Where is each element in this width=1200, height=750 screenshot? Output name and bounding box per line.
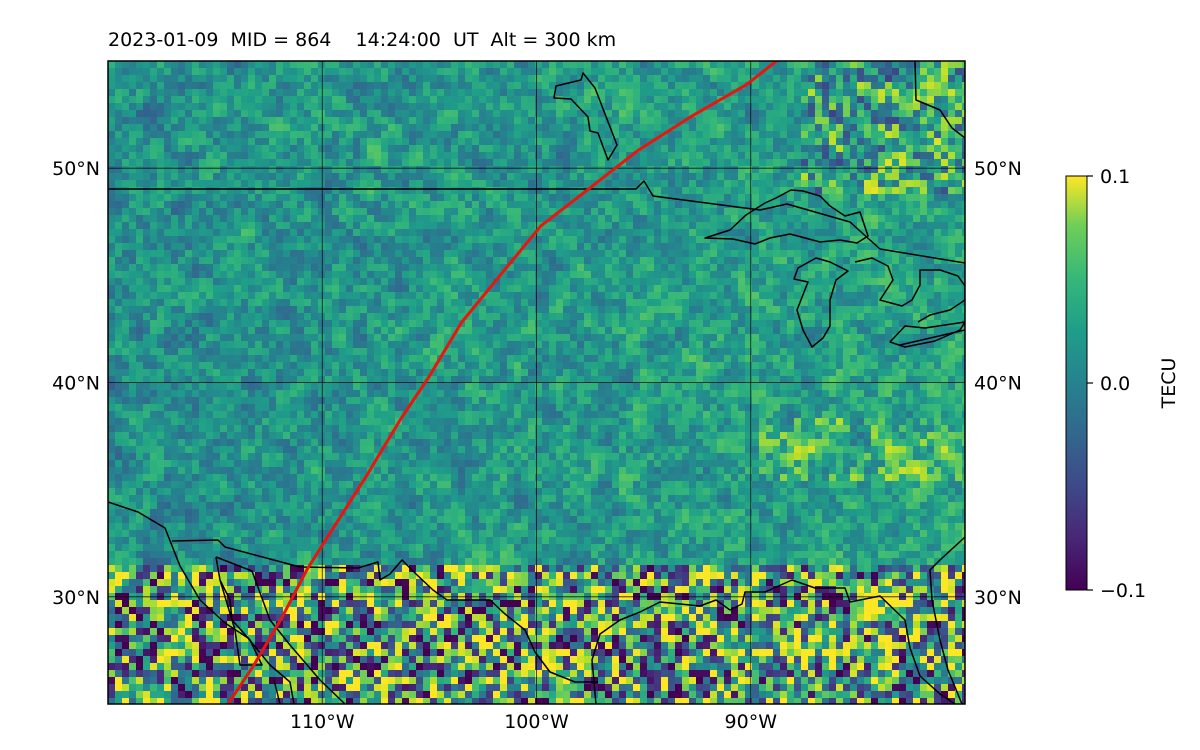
lake-winnipeg: [553, 72, 618, 161]
atlantic-coast: [929, 536, 965, 704]
lat-tick-label-right: 30°N: [974, 587, 1022, 609]
lake-huron: [854, 257, 965, 323]
map-title: 2023-01-09 MID = 864 14:24:00 UT Alt = 3…: [108, 29, 617, 51]
colorbar-tick-label: 0.1: [1100, 166, 1130, 188]
hudson-bay-coast: [914, 61, 965, 139]
satellite-track: [226, 61, 778, 704]
colorbar-tick-label: −0.1: [1100, 580, 1146, 602]
lat-tick-label-left: 40°N: [52, 373, 100, 395]
lon-tick-label: 90°W: [725, 711, 778, 733]
lat-tick-label-left: 50°N: [52, 158, 100, 180]
lake-michigan: [793, 257, 849, 348]
lake-ontario: [899, 329, 965, 346]
lat-tick-label-left: 30°N: [52, 587, 100, 609]
colorbar: 0.1 0.0 −0.1 TECU: [1065, 166, 1180, 602]
lake-superior: [704, 189, 869, 245]
lon-tick-label: 110°W: [290, 711, 355, 733]
latitude-ticks: 50°N 50°N 40°N 40°N 30°N 30°N: [52, 158, 1022, 609]
lon-tick-label: 100°W: [504, 711, 569, 733]
pacific-coast: [108, 501, 295, 704]
graticule: [108, 61, 965, 704]
longitude-ticks: 110°W 100°W 90°W: [290, 711, 777, 733]
baja-peninsula: [215, 556, 346, 704]
lat-tick-label-right: 40°N: [974, 373, 1022, 395]
tec-heatmap: [108, 61, 965, 704]
gulf-coast: [591, 579, 956, 704]
colorbar-label: TECU: [1158, 358, 1180, 410]
colorbar-tick-label: 0.0: [1100, 373, 1130, 395]
baja-south: [273, 679, 281, 704]
colorbar-ticks: 0.1 0.0 −0.1: [1087, 166, 1146, 602]
lake-erie: [889, 321, 965, 348]
colorbar-gradient: [1065, 175, 1088, 591]
us-canada-border: [108, 180, 965, 264]
plot-frame: [107, 60, 966, 705]
lat-tick-label-right: 50°N: [974, 158, 1022, 180]
